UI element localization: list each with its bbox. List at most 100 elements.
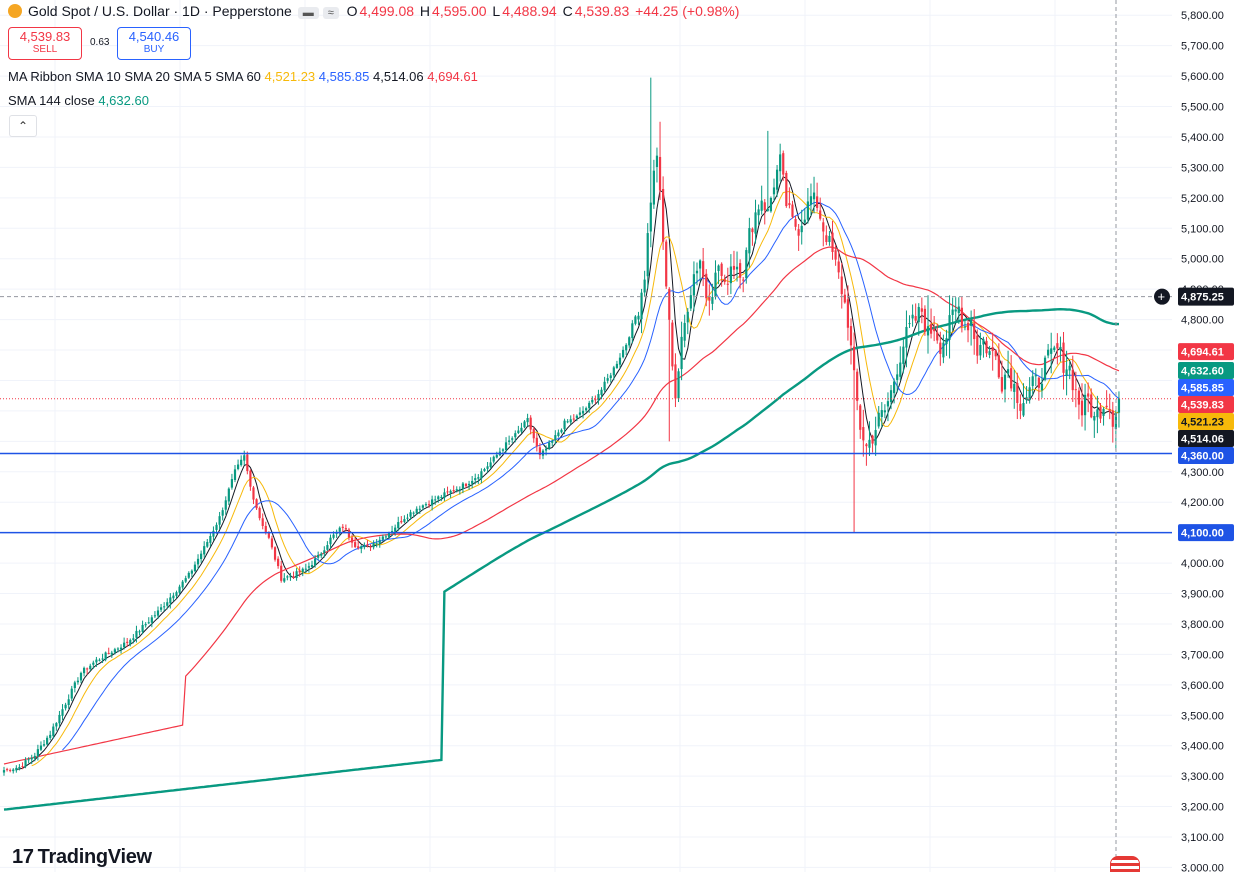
price-label-tag bbox=[1178, 343, 1234, 361]
buy-price: 4,540.46 bbox=[128, 29, 180, 44]
plus-icon: + bbox=[1158, 289, 1166, 304]
candle-body bbox=[874, 430, 877, 446]
candle-body bbox=[153, 615, 157, 617]
candle-body bbox=[751, 228, 754, 233]
candle-body bbox=[566, 421, 569, 423]
candle-body bbox=[926, 326, 930, 336]
price-label-text: 4,585.85 bbox=[1181, 383, 1224, 395]
sma144-legend[interactable]: SMA 144 close 4,632.60 bbox=[8, 93, 149, 108]
ma-ribbon-legend[interactable]: MA Ribbon SMA 10 SMA 20 SMA 5 SMA 60 4,5… bbox=[8, 69, 478, 84]
symbol-title[interactable]: Gold Spot / U.S. Dollar · 1D · Peppersto… bbox=[28, 3, 292, 19]
candle-body bbox=[132, 638, 135, 640]
candle-body bbox=[431, 499, 434, 506]
candle-body bbox=[859, 405, 862, 430]
candle-body bbox=[95, 659, 98, 663]
candle-body bbox=[742, 279, 745, 281]
y-axis-tick-label: 3,000.00 bbox=[1181, 862, 1224, 872]
candle-body bbox=[1065, 369, 1068, 377]
approx-icon[interactable]: ≈ bbox=[322, 7, 339, 19]
us-flag-icon[interactable] bbox=[1110, 856, 1140, 872]
crosshair-price-tag bbox=[1178, 287, 1234, 306]
candle-body bbox=[156, 610, 160, 616]
minus-icon[interactable]: ▬ bbox=[297, 7, 319, 19]
candle-body bbox=[101, 658, 104, 660]
candle-body bbox=[200, 553, 203, 560]
buy-button[interactable]: 4,540.46 BUY bbox=[117, 27, 191, 60]
y-axis-tick-label: 3,600.00 bbox=[1181, 680, 1224, 692]
candle-body bbox=[637, 315, 640, 320]
sma20-value: 4,585.85 bbox=[318, 69, 370, 84]
candle-body bbox=[1068, 365, 1071, 371]
candle-body bbox=[600, 389, 603, 395]
candle-body bbox=[816, 196, 819, 208]
candle-body bbox=[264, 525, 267, 533]
candle-body bbox=[711, 297, 714, 304]
candle-body bbox=[1040, 383, 1044, 391]
candle-body bbox=[1096, 409, 1099, 418]
candle-body bbox=[1087, 393, 1090, 397]
sell-label: SELL bbox=[32, 44, 58, 55]
candle-body bbox=[36, 749, 39, 757]
candle-body bbox=[270, 538, 274, 548]
candle-body bbox=[963, 326, 967, 328]
candle-body bbox=[135, 630, 138, 638]
candle-body bbox=[49, 734, 52, 738]
candle-body bbox=[511, 438, 514, 440]
candle-body bbox=[283, 578, 286, 582]
symbol-header[interactable]: Gold Spot / U.S. Dollar · 1D · Peppersto… bbox=[8, 3, 739, 19]
close-value: 4,539.83 bbox=[574, 3, 630, 19]
candle-body bbox=[464, 483, 468, 487]
candle-body bbox=[1006, 369, 1010, 374]
candle-body bbox=[501, 449, 505, 451]
candle-body bbox=[640, 292, 643, 320]
candle-body bbox=[412, 512, 415, 514]
y-axis-tick-label: 4,300.00 bbox=[1181, 467, 1224, 479]
candle-body bbox=[79, 672, 83, 681]
candle-body bbox=[326, 545, 329, 550]
candle-body bbox=[42, 744, 46, 746]
candle-body bbox=[865, 444, 868, 447]
candle-body bbox=[1059, 346, 1062, 350]
candle-body bbox=[116, 648, 120, 650]
candle-body bbox=[1083, 394, 1087, 416]
candle-body bbox=[548, 442, 551, 449]
candle-body bbox=[717, 265, 720, 271]
open-label: O bbox=[346, 3, 358, 19]
candle-body bbox=[532, 429, 535, 439]
collapse-legend-button[interactable]: ⌃ bbox=[9, 115, 37, 137]
candle-body bbox=[680, 336, 683, 370]
candle-body bbox=[908, 323, 911, 325]
candle-body bbox=[757, 209, 760, 216]
candle-body bbox=[526, 418, 529, 423]
candle-body bbox=[233, 469, 237, 481]
open-value: 4,499.08 bbox=[359, 3, 415, 19]
candle-body bbox=[976, 335, 979, 356]
candle-body bbox=[535, 437, 538, 447]
candle-body bbox=[381, 536, 384, 540]
candle-body bbox=[24, 760, 27, 767]
tradingview-logo[interactable]: 17 TradingView bbox=[12, 846, 152, 869]
sell-button[interactable]: 4,539.83 SELL bbox=[8, 27, 82, 60]
candle-body bbox=[209, 535, 212, 543]
candle-body bbox=[357, 546, 360, 549]
ma-ribbon-label: MA Ribbon SMA 10 SMA 20 SMA 5 SMA 60 bbox=[8, 69, 261, 84]
candle-body bbox=[403, 519, 406, 522]
candle-body bbox=[480, 471, 483, 479]
candle-body bbox=[1000, 377, 1004, 392]
candle-body bbox=[243, 455, 246, 461]
sma-line-10 bbox=[31, 190, 1120, 767]
add-alert-icon[interactable] bbox=[1154, 288, 1170, 305]
candle-body bbox=[683, 322, 686, 341]
candle-body bbox=[344, 528, 347, 530]
candle-body bbox=[313, 558, 317, 566]
candle-body bbox=[933, 329, 936, 332]
sell-price: 4,539.83 bbox=[19, 29, 71, 44]
candle-body bbox=[686, 311, 689, 323]
candle-body bbox=[434, 499, 437, 501]
price-label-text: 4,360.00 bbox=[1181, 451, 1224, 463]
candle-body bbox=[520, 427, 523, 432]
candle-body bbox=[230, 479, 234, 488]
candle-body bbox=[240, 459, 243, 466]
candle-body bbox=[625, 344, 628, 351]
